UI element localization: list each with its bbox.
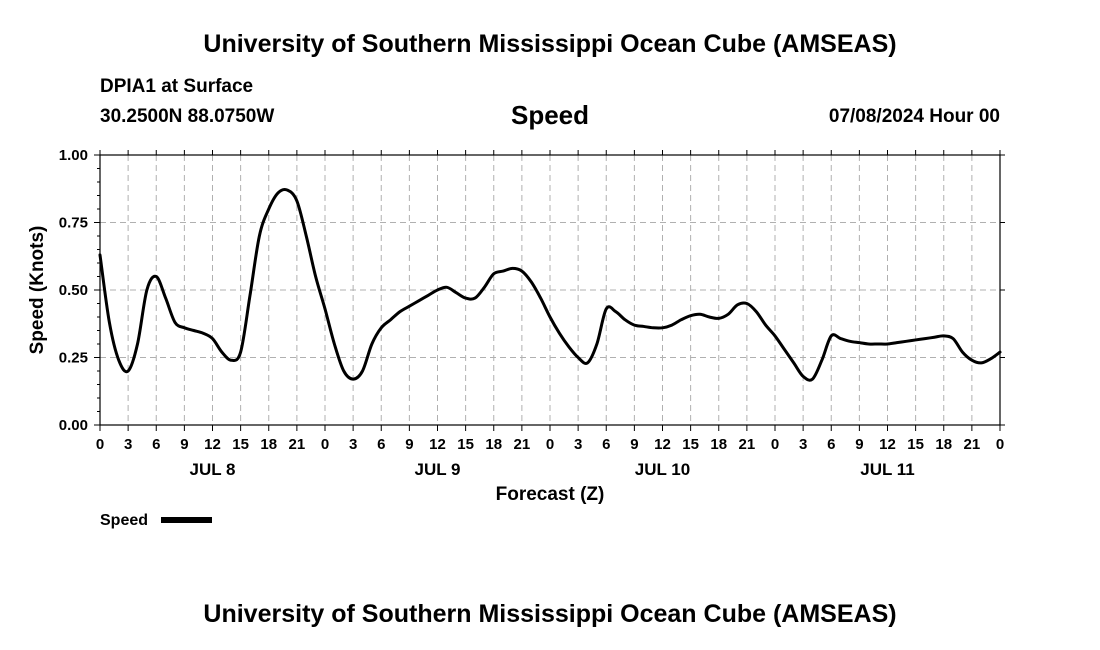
legend-swatch bbox=[161, 517, 212, 523]
day-label: JUL 10 bbox=[635, 460, 690, 479]
y-tick-label: 1.00 bbox=[59, 147, 88, 164]
x-tick-label: 15 bbox=[232, 436, 249, 453]
x-tick-label: 6 bbox=[827, 436, 835, 453]
x-tick-label: 0 bbox=[771, 436, 779, 453]
x-tick-label: 9 bbox=[630, 436, 638, 453]
x-tick-label: 15 bbox=[682, 436, 699, 453]
x-tick-label: 18 bbox=[935, 436, 952, 453]
x-tick-label: 21 bbox=[964, 436, 981, 453]
y-tick-label: 0.00 bbox=[59, 417, 88, 434]
y-axis-label: Speed (Knots) bbox=[27, 226, 48, 355]
x-tick-label: 0 bbox=[546, 436, 554, 453]
x-tick-label: 3 bbox=[349, 436, 357, 453]
x-tick-label: 9 bbox=[855, 436, 863, 453]
x-tick-label: 6 bbox=[602, 436, 610, 453]
x-tick-label: 0 bbox=[96, 436, 104, 453]
x-tick-label: 18 bbox=[710, 436, 727, 453]
x-tick-label: 0 bbox=[321, 436, 329, 453]
x-tick-label: 21 bbox=[514, 436, 531, 453]
x-tick-label: 3 bbox=[799, 436, 807, 453]
x-tick-label: 9 bbox=[405, 436, 413, 453]
speed-series-line bbox=[98, 188, 1002, 382]
x-tick-label: 12 bbox=[879, 436, 896, 453]
top-title: University of Southern Mississippi Ocean… bbox=[203, 30, 897, 58]
x-tick-label: 0 bbox=[996, 436, 1004, 453]
axis-labels: 0 3 6 9 12 15 18 21 0 3 6 9 12 15 18 21 0 3 6 9 12 15 18 21 0 3 6 9… bbox=[59, 147, 1004, 479]
x-tick-label: 6 bbox=[377, 436, 385, 453]
x-tick-label: 15 bbox=[907, 436, 924, 453]
speed-chart: 0 3 6 9 12 15 18 21 0 3 6 9 12 15 18 21 0 3 6 9 12 15 18 21 0 3 6 9… bbox=[27, 147, 1005, 529]
x-tick-label: 12 bbox=[204, 436, 221, 453]
x-axis-label: Forecast (Z) bbox=[496, 484, 605, 505]
x-tick-label: 9 bbox=[180, 436, 188, 453]
plot-title: Speed bbox=[510, 100, 590, 130]
x-tick-label: 3 bbox=[574, 436, 582, 453]
x-tick-label: 6 bbox=[152, 436, 160, 453]
day-label: JUL 11 bbox=[860, 460, 915, 479]
x-tick-label: 21 bbox=[289, 436, 306, 453]
x-tick-label: 12 bbox=[429, 436, 446, 453]
x-tick-label: 3 bbox=[124, 436, 132, 453]
day-label: JUL 8 bbox=[190, 460, 236, 479]
day-label: JUL 9 bbox=[415, 460, 461, 479]
coordinates-label: 30.2500N 88.0750W bbox=[100, 106, 275, 127]
x-tick-label: 18 bbox=[485, 436, 502, 453]
plot-frame bbox=[99, 154, 1001, 426]
x-tick-label: 12 bbox=[654, 436, 671, 453]
legend-label: Speed bbox=[100, 512, 148, 529]
y-tick-label: 0.25 bbox=[59, 350, 88, 367]
x-tick-label: 18 bbox=[260, 436, 277, 453]
x-tick-label: 21 bbox=[739, 436, 756, 453]
grid-lines bbox=[100, 155, 1000, 425]
y-tick-label: 0.75 bbox=[59, 215, 88, 232]
datetime-label: 07/08/2024 Hour 00 bbox=[828, 106, 1000, 127]
x-tick-label: 15 bbox=[457, 436, 474, 453]
y-tick-label: 0.50 bbox=[59, 282, 88, 299]
station-label: DPIA1 at Surface bbox=[100, 76, 254, 97]
bottom-title: University of Southern Mississippi Ocean… bbox=[203, 600, 897, 628]
